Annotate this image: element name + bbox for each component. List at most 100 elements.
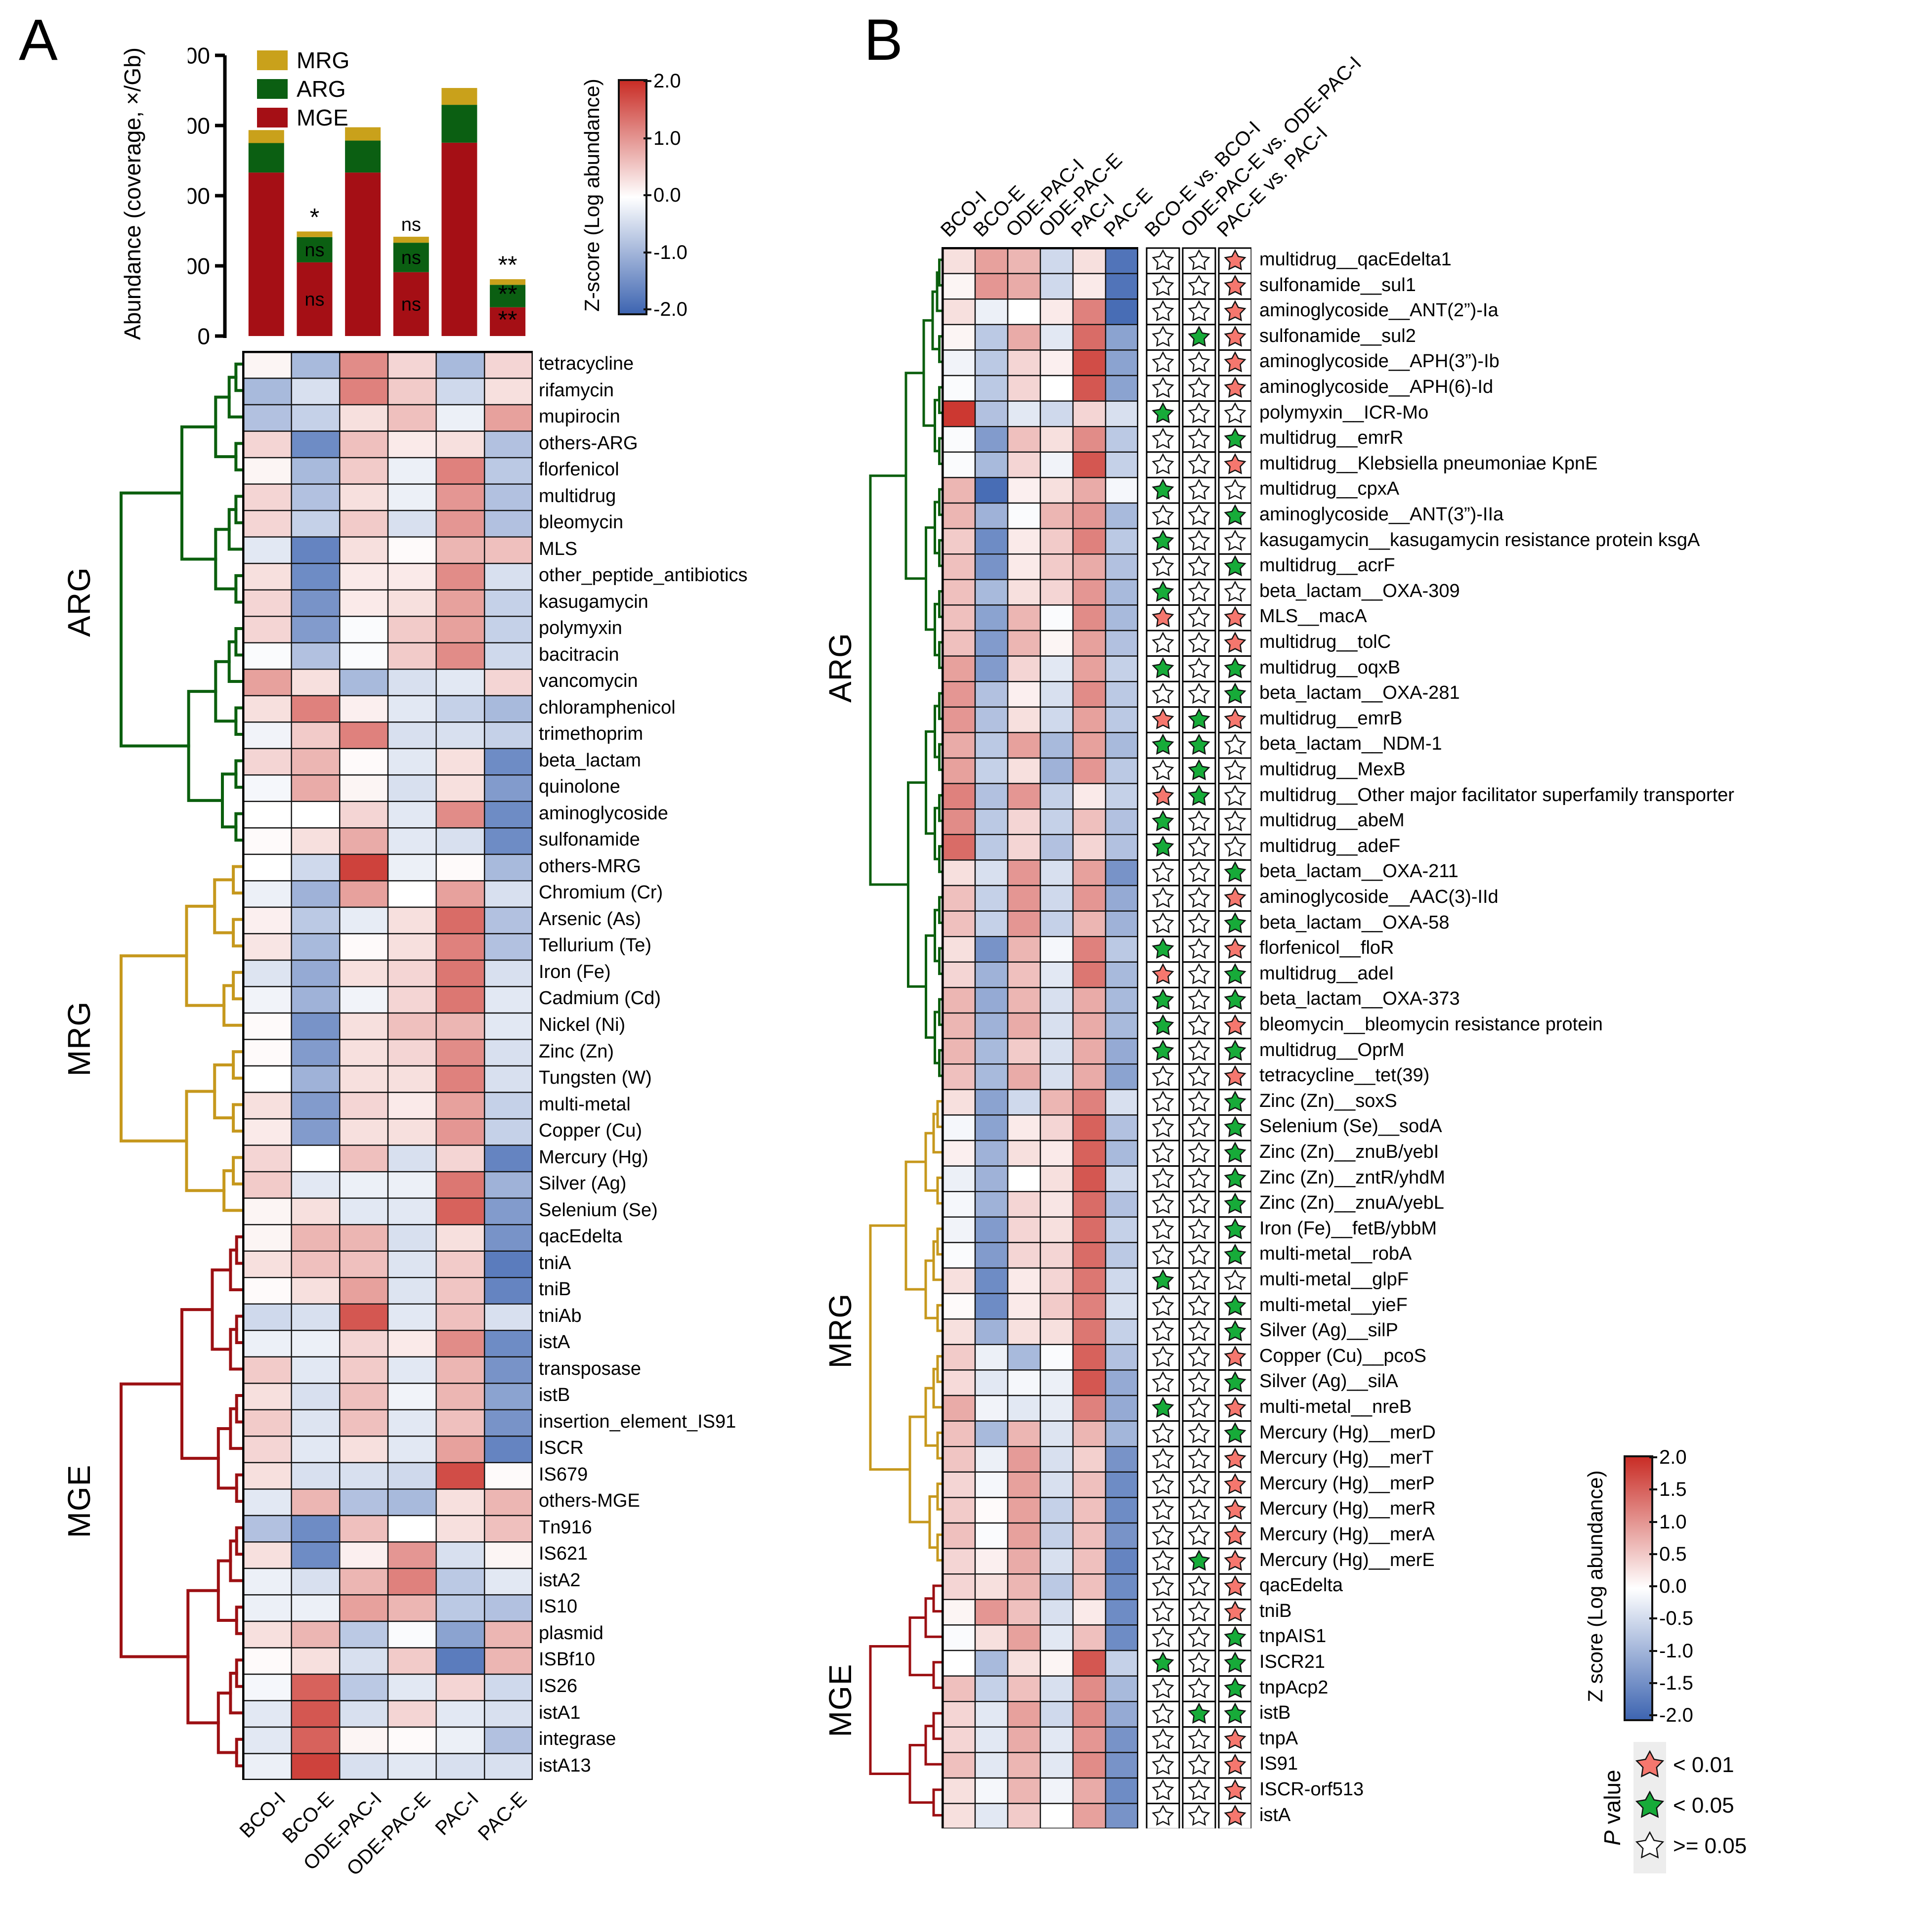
heatmap-cell <box>242 1092 292 1120</box>
heatmap-cell <box>1105 1522 1138 1549</box>
heatmap-cell <box>974 655 1009 682</box>
heatmap-a-row-label: kasugamycin <box>539 591 648 612</box>
heatmap-cell <box>1039 1216 1074 1243</box>
heatmap-cell <box>435 589 485 617</box>
heatmap-cell <box>387 748 437 776</box>
star-icon-not-significant <box>1224 1269 1246 1290</box>
star-icon-not-significant <box>1152 1498 1174 1520</box>
heatmap-cell <box>1007 477 1041 504</box>
heatmap-cell <box>1039 681 1074 708</box>
heatmap-cell <box>942 349 976 377</box>
star-icon-significant-005 <box>1224 963 1246 984</box>
star-icon-significant-005 <box>1224 555 1246 577</box>
heatmap-cell <box>387 1567 437 1596</box>
colorbar-tick <box>1649 1488 1657 1491</box>
star-icon-not-significant <box>1152 1422 1174 1443</box>
star-icon-significant-005 <box>1188 759 1210 780</box>
heatmap-a-row-label: others-ARG <box>539 432 638 454</box>
heatmap-a-row-label: multi-metal <box>539 1094 631 1115</box>
heatmap-cell <box>242 1171 292 1199</box>
heatmap-b-row-label: tnpAIS1 <box>1259 1626 1327 1647</box>
colorbar-tick-label: 0.5 <box>1659 1543 1687 1565</box>
heatmap-cell <box>387 801 437 829</box>
star-icon-significant-005 <box>1224 861 1246 883</box>
star-icon-not-significant <box>1152 887 1174 908</box>
heatmap-cell <box>291 1436 341 1464</box>
heatmap-cell <box>942 1038 976 1065</box>
heatmap-a-row-label: other_peptide_antibiotics <box>539 565 748 586</box>
heatmap-a-row-label: tetracycline <box>539 353 634 374</box>
heatmap-cell <box>242 933 292 961</box>
heatmap-a-row-label: ISCR <box>539 1438 584 1459</box>
heatmap-b-row-label: ISCR-orf513 <box>1259 1779 1364 1800</box>
heatmap-cell <box>1105 1700 1138 1728</box>
heatmap-b-row-label: aminoglycoside__ANT(2”)-Ia <box>1259 300 1499 321</box>
heatmap-cell <box>242 1673 292 1701</box>
star-icon-significant-005 <box>1152 478 1174 500</box>
heatmap-cell <box>1072 910 1107 937</box>
heatmap-cell <box>387 906 437 934</box>
bar-sig-top: ** <box>498 251 517 279</box>
heatmap-cell <box>242 642 292 670</box>
heatmap-cell <box>942 1700 976 1728</box>
heatmap-cell <box>1039 834 1074 861</box>
heatmap-cell <box>1072 1777 1107 1804</box>
heatmap-cell <box>291 457 341 485</box>
star-icon-not-significant <box>1152 1702 1174 1724</box>
heatmap-cell <box>1007 808 1041 835</box>
heatmap-cell <box>942 1063 976 1090</box>
heatmap-cell <box>339 1647 389 1675</box>
star-icon-not-significant <box>1152 1294 1174 1316</box>
heatmap-b-row-label: multidrug__adeI <box>1259 963 1394 984</box>
heatmap-cell <box>1039 1140 1074 1167</box>
heatmap-cell <box>242 748 292 776</box>
star-icon-not-significant <box>1224 733 1246 755</box>
bar-sig-top: ns <box>401 214 421 235</box>
heatmap-cell <box>1007 706 1041 733</box>
heatmap-cell <box>1007 1497 1041 1524</box>
heatmap-cell <box>1072 783 1107 810</box>
heatmap-b-row-label: multidrug__emrB <box>1259 708 1403 729</box>
heatmap-cell <box>242 430 292 459</box>
heatmap-cell <box>1039 1293 1074 1320</box>
heatmap-cell <box>1105 1420 1138 1447</box>
pvalue-legend-stars <box>1635 1750 1665 1859</box>
heatmap-cell <box>242 1197 292 1226</box>
heatmap-cell <box>1105 298 1138 325</box>
heatmap-cell <box>942 451 976 478</box>
star-icon-not-significant <box>1188 1804 1210 1826</box>
heatmap-cell <box>291 351 341 379</box>
heatmap-cell <box>387 1329 437 1357</box>
heatmap-a-row-label: Cadmium (Cd) <box>539 988 661 1009</box>
heatmap-cell <box>1039 1777 1074 1804</box>
heatmap-cell <box>339 1329 389 1357</box>
heatmap-cell <box>1072 1369 1107 1397</box>
heatmap-cell <box>484 1276 533 1305</box>
dendrogram-branch <box>180 425 217 561</box>
heatmap-cell <box>291 1224 341 1252</box>
heatmap-cell <box>484 430 533 459</box>
heatmap-cell <box>942 732 976 759</box>
heatmap-b-row-label: aminoglycoside__APH(3”)-Ib <box>1259 351 1500 372</box>
bar-segment-mrg <box>345 127 381 141</box>
heatmap-cell <box>1105 706 1138 733</box>
pvalue-item-label: < 0.05 <box>1673 1793 1734 1818</box>
heatmap-cell <box>484 774 533 803</box>
heatmap-cell <box>291 1250 341 1278</box>
heatmap-cell <box>1072 400 1107 427</box>
heatmap-cell <box>387 457 437 485</box>
heatmap-cell <box>1072 732 1107 759</box>
heatmap-b-row-label: sulfonamide__sul1 <box>1259 274 1416 296</box>
heatmap-cell <box>242 404 292 432</box>
star-icon-not-significant <box>1188 478 1210 500</box>
heatmap-a-row-label: ISBf10 <box>539 1649 596 1670</box>
heatmap-cell <box>974 604 1009 632</box>
heatmap-cell <box>974 1369 1009 1397</box>
heatmap-cell <box>1072 859 1107 887</box>
heatmap-cell <box>1007 553 1041 581</box>
pvalue-legend-title: P value <box>1599 1770 1626 1845</box>
heatmap-cell <box>942 1395 976 1422</box>
heatmap-cell <box>1039 1573 1074 1600</box>
dendrogram-branch <box>924 1259 939 1319</box>
heatmap-cell <box>339 1092 389 1120</box>
